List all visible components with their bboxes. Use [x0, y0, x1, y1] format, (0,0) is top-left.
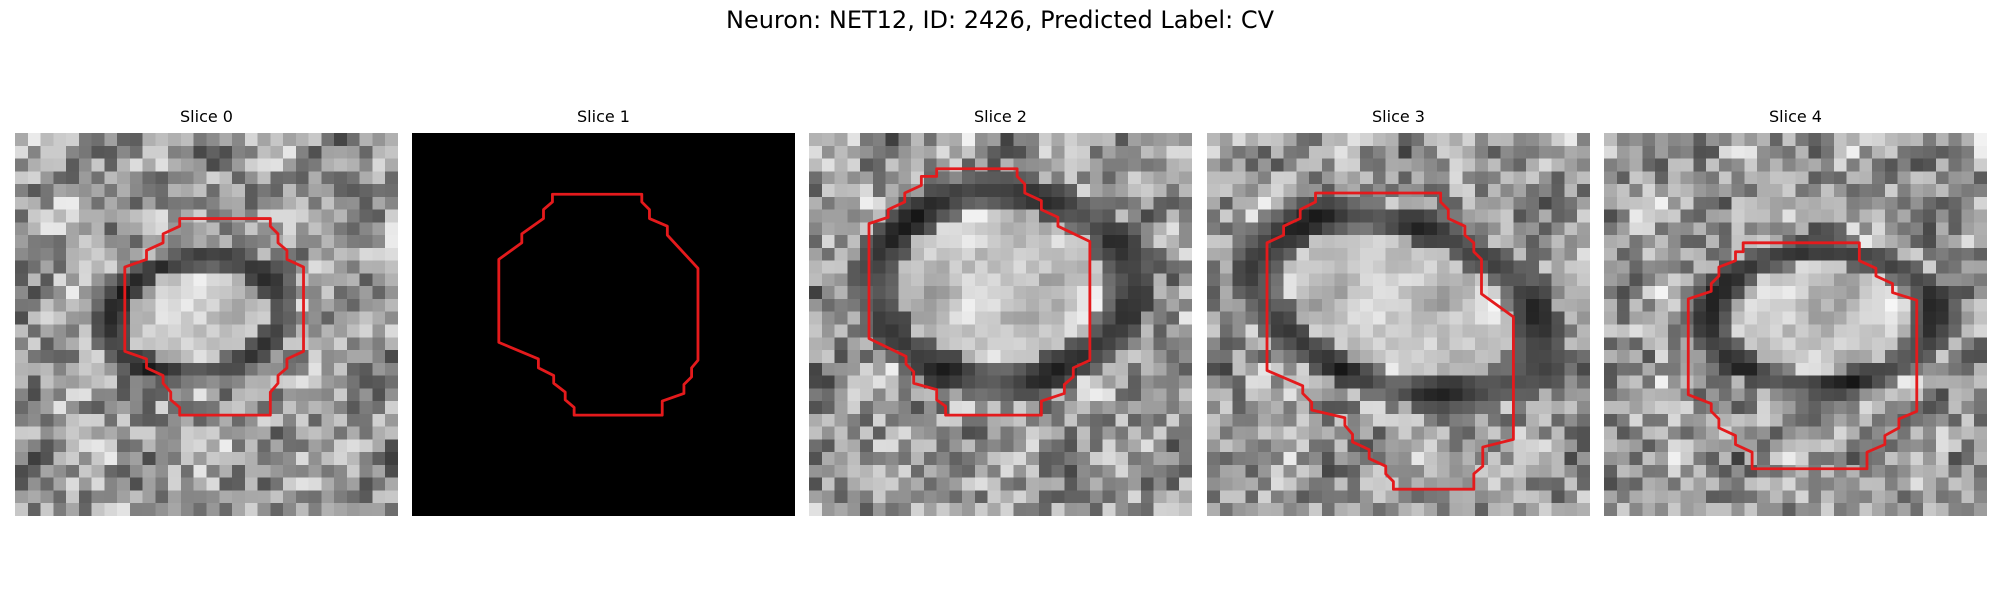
slice-image-4 [1604, 133, 1987, 516]
slice-panel-4: Slice 4 [1604, 107, 1987, 521]
slice-panel-2: Slice 2 [809, 107, 1192, 521]
slice-title-1: Slice 1 [577, 107, 630, 126]
roi-contour [1686, 241, 1919, 471]
roi-contour [497, 192, 700, 417]
slice-image-3 [1207, 133, 1590, 516]
slice-panel-3: Slice 3 [1207, 107, 1590, 521]
roi-contour [867, 167, 1092, 417]
roi-contour [1265, 191, 1515, 491]
slice-image-2 [809, 133, 1192, 516]
slice-panel-1: Slice 1 [412, 107, 795, 521]
slice-title-0: Slice 0 [180, 107, 233, 126]
slice-panel-0: Slice 0 [15, 107, 398, 521]
figure-title: Neuron: NET12, ID: 2426, Predicted Label… [726, 6, 1274, 34]
slice-image-0 [15, 133, 398, 516]
slice-image-1 [412, 133, 795, 516]
pixel-grid [809, 133, 1192, 516]
pixel-grid [1604, 133, 1987, 516]
slice-title-3: Slice 3 [1372, 107, 1425, 126]
slice-title-2: Slice 2 [974, 107, 1027, 126]
slice-title-4: Slice 4 [1769, 107, 1822, 126]
pixel-grid [1207, 133, 1590, 516]
black-slice-background [412, 133, 795, 516]
pixel-grid [15, 133, 398, 516]
roi-contour [123, 217, 305, 417]
